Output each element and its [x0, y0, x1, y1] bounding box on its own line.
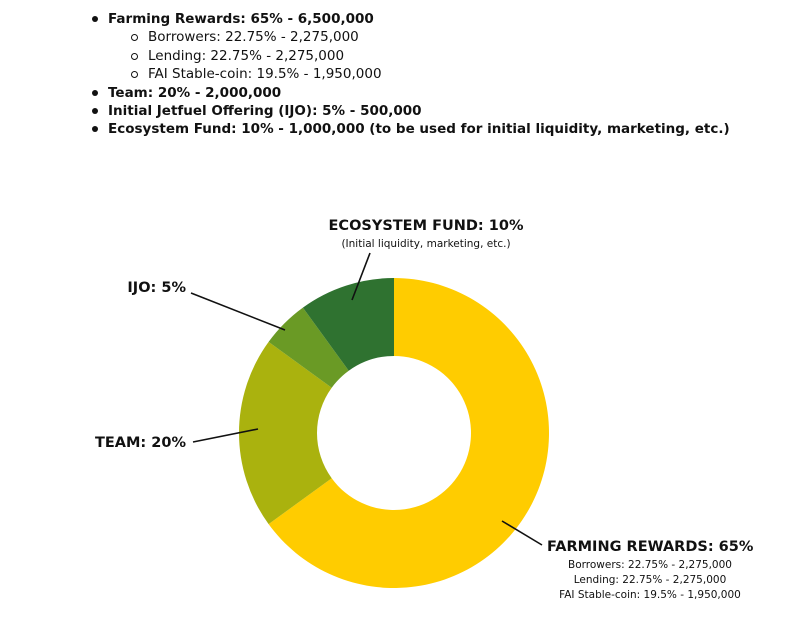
leader-line-farming	[501, 520, 543, 546]
slice-farming	[268, 278, 549, 589]
bullet-item: Farming Rewards: 65% - 6,500,000 Borrower…	[88, 10, 778, 84]
slice-team	[239, 341, 332, 525]
bullet-text: Initial Jetfuel Offering (IJO): 5% - 500…	[108, 103, 422, 120]
bullet-text: Farming Rewards: 65% - 6,500,000	[108, 11, 374, 27]
sub-bullet-item: Borrowers: 22.75% - 2,275,000	[128, 28, 778, 46]
bullet-item: Team: 20% - 2,000,000	[88, 84, 778, 102]
leader-line-ijo	[190, 292, 286, 331]
leader-line-team	[192, 428, 259, 443]
bullet-item: Initial Jetfuel Offering (IJO): 5% - 500…	[88, 102, 778, 120]
sub-bullet-item: Lending: 22.75% - 2,275,000	[128, 47, 778, 65]
bullet-text: Team: 20% - 2,000,000	[108, 84, 282, 101]
slice-ecosystem	[302, 278, 394, 371]
leader-line-ecosystem	[351, 252, 371, 301]
slice-sublabel-ecosystem: (Initial liquidity, marketing, etc.)	[341, 238, 510, 250]
slice-sublabel-farming: FAI Stable-coin: 19.5% - 1,950,000	[559, 589, 741, 601]
slice-label-ecosystem: ECOSYSTEM FUND: 10%	[329, 218, 524, 234]
slice-sublabel-farming: Lending: 22.75% - 2,275,000	[574, 574, 727, 586]
sub-bullet-item: FAI Stable-coin: 19.5% - 1,950,000	[128, 65, 778, 83]
slice-label-team: TEAM: 20%	[95, 435, 186, 451]
allocation-bullet-list: Farming Rewards: 65% - 6,500,000 Borrower…	[88, 10, 778, 139]
slice-ijo	[268, 307, 349, 388]
slice-sublabel-farming: Borrowers: 22.75% - 2,275,000	[568, 559, 732, 571]
sub-bullet-list: Borrowers: 22.75% - 2,275,000 Lending: 22…	[128, 28, 778, 83]
bullet-list: Farming Rewards: 65% - 6,500,000 Borrower…	[88, 10, 778, 139]
slice-label-ijo: IJO: 5%	[127, 280, 186, 296]
slice-label-farming: FARMING REWARDS: 65%	[547, 539, 754, 555]
bullet-item: Ecosystem Fund: 10% - 1,000,000 (to be u…	[88, 120, 778, 138]
bullet-text: Ecosystem Fund: 10% - 1,000,000 (to be u…	[108, 121, 730, 138]
